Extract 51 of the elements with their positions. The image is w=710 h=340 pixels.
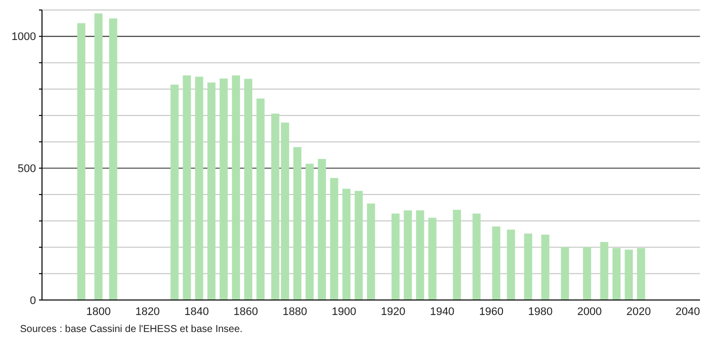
x-tick-label: 1960 [479, 306, 504, 318]
bar [583, 247, 592, 300]
bar [220, 78, 228, 300]
bar [506, 230, 515, 300]
x-tick-label: 1920 [380, 306, 406, 318]
bar [256, 98, 265, 300]
bar [452, 210, 461, 300]
bar [232, 75, 240, 300]
bar [94, 13, 103, 300]
bar [600, 242, 608, 300]
bar [637, 248, 646, 300]
y-tick-label: 1000 [12, 31, 36, 44]
bar [366, 204, 376, 300]
bar [392, 214, 400, 300]
bar [612, 248, 621, 300]
x-tick-label: 1940 [430, 306, 454, 318]
x-tick-label: 1820 [135, 306, 160, 318]
x-tick-label: 2040 [675, 306, 700, 318]
bar [318, 158, 326, 300]
bar [624, 250, 633, 300]
x-tick-label: 1880 [282, 306, 308, 318]
source-note: Sources : base Cassini de l'EHESS et base Insee. [20, 324, 243, 335]
bar [404, 210, 412, 300]
x-tick-label: 1800 [86, 306, 111, 318]
x-tick-label: 1900 [332, 306, 356, 318]
bar [472, 214, 481, 300]
bar [207, 82, 216, 300]
bar [428, 218, 436, 300]
bar [77, 23, 86, 300]
bar [354, 190, 363, 300]
bar [330, 178, 338, 300]
bar [293, 147, 302, 300]
x-tick-label: 2020 [626, 306, 651, 318]
bar [306, 164, 314, 300]
bar [524, 234, 532, 300]
x-tick-label: 1840 [184, 306, 209, 318]
y-tick-label: 500 [18, 163, 36, 176]
bar [244, 78, 252, 300]
bar [170, 84, 179, 300]
bar [109, 18, 118, 300]
x-tick-label: 1860 [234, 306, 258, 318]
bar [182, 75, 191, 300]
bar [541, 234, 550, 300]
bar [560, 247, 570, 300]
bar [492, 226, 500, 300]
bar [195, 76, 204, 300]
y-tick-label: 0 [30, 294, 36, 307]
bar [416, 210, 424, 300]
x-tick-label: 1980 [528, 306, 553, 318]
x-tick-label: 2000 [577, 306, 602, 318]
bar [342, 188, 350, 300]
